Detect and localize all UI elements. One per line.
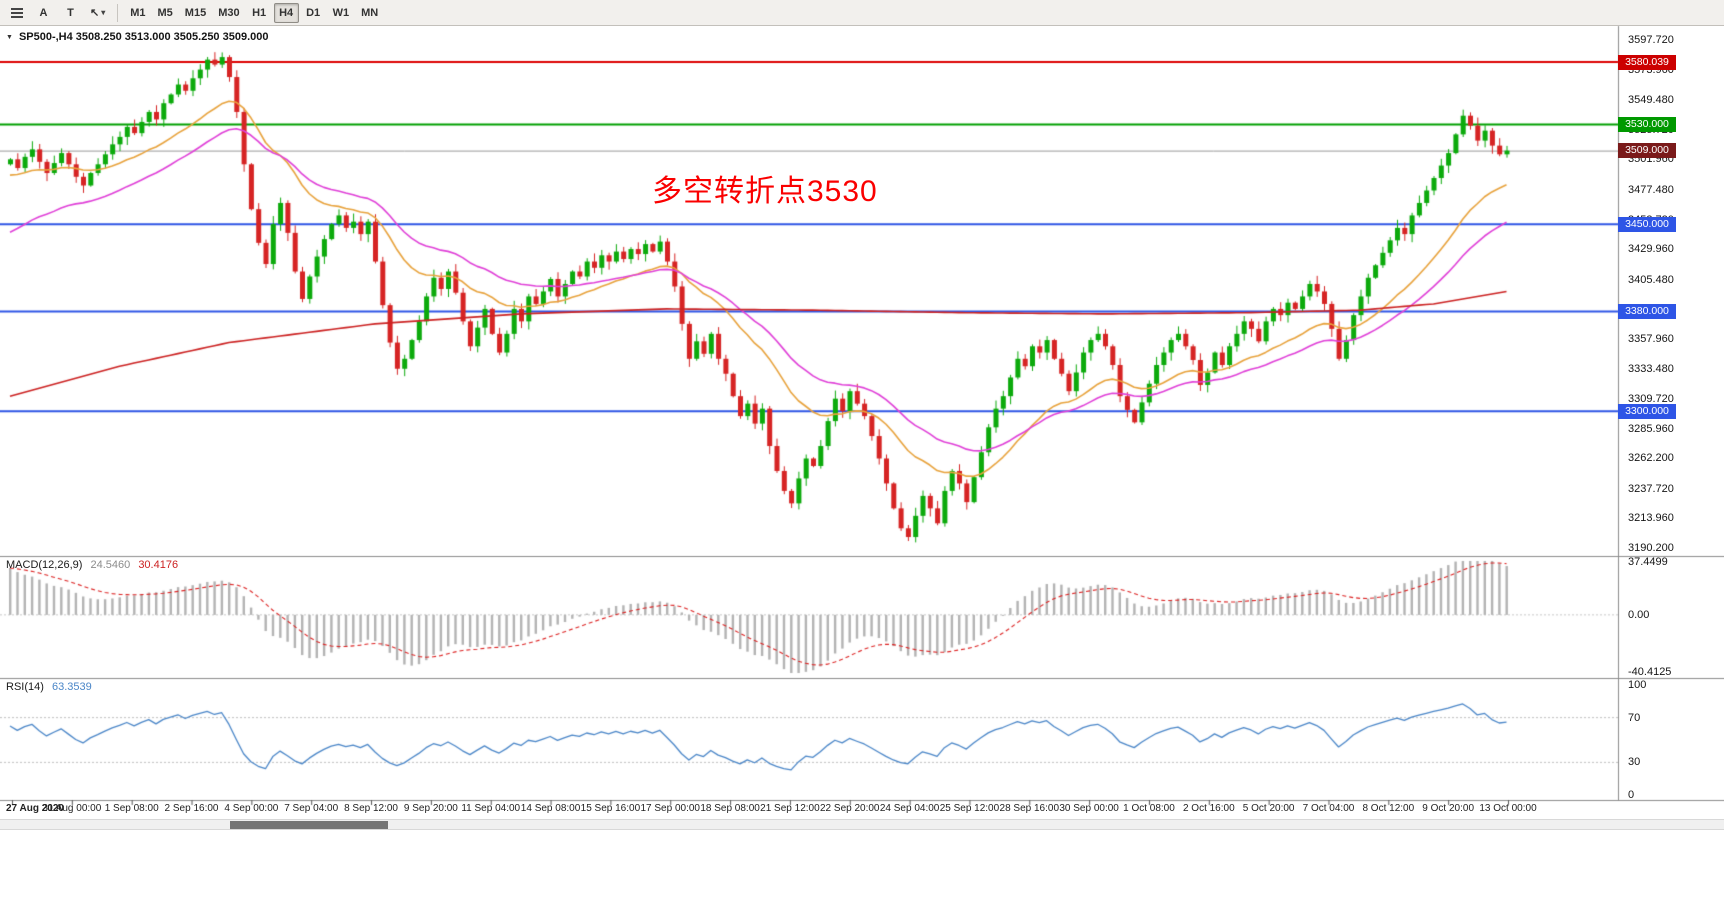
scrollbar-thumb[interactable] — [230, 821, 388, 829]
time-axis-label: 27 Aug 2020 — [6, 803, 64, 814]
time-axis-label: 31 Aug 00:00 — [42, 803, 102, 814]
rsi-indicator-label: RSI(14) 63.3539 — [6, 681, 97, 693]
time-axis-label: 17 Sep 00:00 — [640, 803, 700, 814]
time-axis-label: 24 Sep 04:00 — [879, 803, 940, 814]
price-axis-label: 3549.480 — [1628, 94, 1674, 107]
price-axis-label: 3405.480 — [1628, 273, 1674, 286]
macd-main-value: 24.5460 — [90, 559, 131, 571]
time-axis-label: 11 Sep 04:00 — [461, 803, 521, 814]
time-axis-label: 7 Sep 04:00 — [284, 803, 339, 814]
price-axis-label: 3429.960 — [1628, 243, 1674, 256]
rsi-axis-label: 0 — [1628, 789, 1635, 801]
time-axis-label: 15 Sep 16:00 — [580, 803, 641, 814]
timeframe-m1-button[interactable]: M1 — [125, 3, 150, 23]
price-tag: 3509.000 — [1618, 143, 1676, 159]
collapse-triangle-icon[interactable]: ▼ — [6, 33, 13, 41]
price-tag: 3380.000 — [1618, 303, 1676, 319]
time-axis-label: 22 Sep 20:00 — [820, 803, 880, 814]
price-axis-label: 3477.480 — [1628, 183, 1674, 196]
time-axis-label: 30 Sep 00:00 — [1059, 803, 1119, 814]
macd-axis-label: 0.00 — [1628, 608, 1650, 621]
time-axis-label: 1 Sep 08:00 — [104, 803, 159, 814]
timeframe-h1-button[interactable]: H1 — [247, 3, 272, 23]
timeframe-d1-button[interactable]: D1 — [301, 3, 326, 23]
time-axis-label: 2 Oct 16:00 — [1182, 803, 1235, 814]
price-axis-label: 3597.720 — [1628, 34, 1674, 46]
time-axis-label: 8 Sep 12:00 — [344, 803, 398, 814]
time-axis-label: 5 Oct 20:00 — [1242, 803, 1295, 814]
time-axis-label: 9 Oct 20:00 — [1422, 803, 1475, 814]
text-label-t-button[interactable]: T — [58, 3, 83, 23]
time-axis-label: 7 Oct 04:00 — [1302, 803, 1355, 814]
timeframe-h4-button[interactable]: H4 — [273, 2, 299, 23]
rsi-axis-label: 70 — [1628, 711, 1641, 724]
chart-symbol-header: ▼ SP500-,H4 3508.250 3513.000 3505.250 3… — [6, 31, 269, 43]
price-axis-label: 3213.960 — [1628, 512, 1674, 525]
timeframe-m30-button[interactable]: M30 — [213, 3, 244, 23]
macd-name: MACD(12,26,9) — [6, 559, 83, 571]
time-axis-label: 1 Oct 08:00 — [1123, 803, 1175, 814]
rsi-name: RSI(14) — [6, 681, 44, 693]
time-axis-label: 14 Sep 08:00 — [520, 803, 581, 814]
dropdown-caret-icon: ▾ — [101, 8, 106, 17]
symbol-ohlc-text: SP500-,H4 3508.250 3513.000 3505.250 350… — [18, 31, 269, 43]
price-tag: 3450.000 — [1618, 216, 1676, 232]
price-axis-label: 3285.960 — [1628, 422, 1674, 435]
price-axis-label: 3262.200 — [1628, 452, 1674, 465]
time-axis-label: 13 Oct 00:00 — [1479, 803, 1537, 814]
toolbar-separator — [117, 3, 119, 22]
price-axis-label: 3357.960 — [1628, 332, 1674, 345]
chart-annotation-text[interactable]: 多空转折点3530 — [652, 175, 878, 208]
timeframe-button-group: M1 M5 M15 M30 H1 H4 D1 W1 MN — [125, 2, 383, 23]
price-axis-label: 3190.200 — [1628, 542, 1674, 554]
top-toolbar: A T ↖ ▾ M1 M5 M15 M30 H1 H4 D1 W1 MN — [0, 0, 1724, 26]
time-axis-label: 4 Sep 00:00 — [224, 803, 279, 814]
price-axis-label: 3309.720 — [1628, 393, 1674, 405]
macd-axis-label: 37.4499 — [1628, 556, 1668, 568]
price-axis-label: 3333.480 — [1628, 363, 1674, 376]
tool-button-group: A T ↖ ▾ — [4, 3, 110, 23]
horizontal-scrollbar[interactable] — [0, 819, 1724, 830]
time-axis-label: 8 Oct 12:00 — [1362, 803, 1415, 814]
time-axis-label: 21 Sep 12:00 — [760, 803, 820, 814]
rsi-axis-label: 30 — [1628, 756, 1641, 769]
price-tag: 3530.000 — [1618, 116, 1676, 132]
price-tag: 3580.039 — [1618, 54, 1676, 70]
macd-signal-value: 30.4176 — [138, 559, 179, 571]
timeframe-w1-button[interactable]: W1 — [328, 3, 355, 23]
time-axis-label: 28 Sep 16:00 — [999, 803, 1060, 814]
list-lines-icon — [10, 7, 23, 18]
price-axis-label: 3237.720 — [1628, 482, 1674, 495]
rsi-axis-label: 100 — [1628, 679, 1647, 691]
time-axis-label: 2 Sep 16:00 — [164, 803, 219, 814]
time-axis-label: 18 Sep 08:00 — [700, 803, 760, 814]
time-axis-label: 9 Sep 20:00 — [403, 803, 458, 814]
timeframe-mn-button[interactable]: MN — [356, 3, 383, 23]
timeframe-m15-button[interactable]: M15 — [180, 3, 211, 23]
timeframe-m5-button[interactable]: M5 — [153, 3, 178, 23]
rsi-value: 63.3539 — [51, 681, 92, 693]
macd-indicator-label: MACD(12,26,9) 24.5460 30.4176 — [6, 559, 183, 571]
macd-axis-label: -40.4125 — [1628, 666, 1672, 678]
time-axis-label: 25 Sep 12:00 — [939, 803, 1000, 814]
chart-list-button[interactable] — [4, 3, 29, 23]
text-label-a-button[interactable]: A — [31, 3, 56, 23]
price-tag: 3300.000 — [1618, 403, 1676, 419]
cursor-tool-button[interactable]: ↖ ▾ — [85, 3, 110, 23]
